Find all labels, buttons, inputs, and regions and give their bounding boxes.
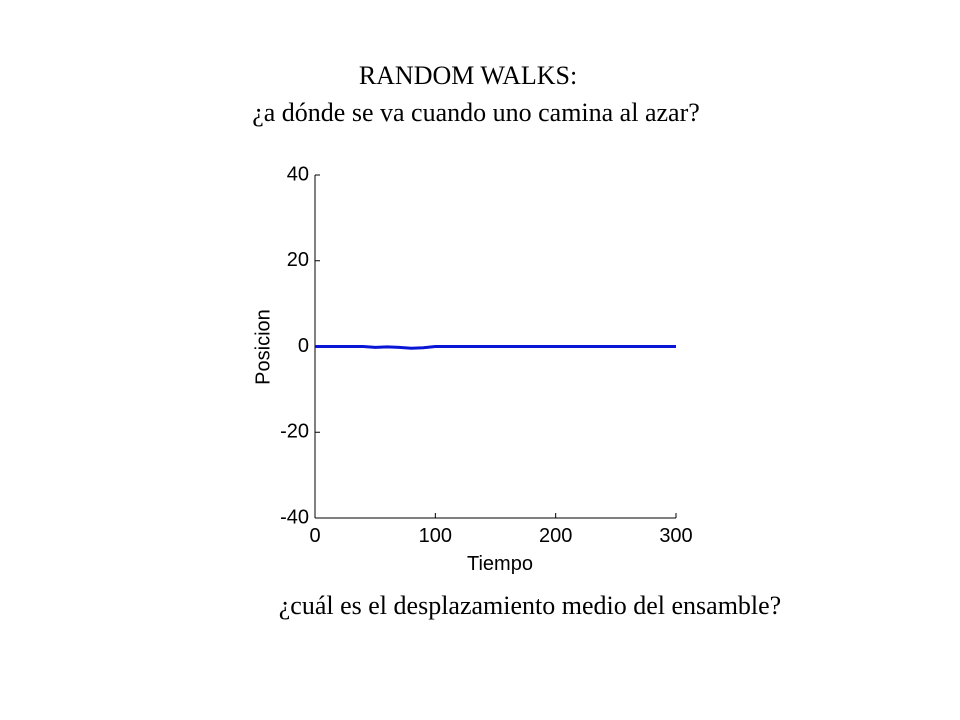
subtitle: ¿a dónde se va cuando uno camina al azar… <box>252 98 700 127</box>
y-tick-label: 0 <box>298 335 309 357</box>
y-tick-label: -20 <box>280 421 309 443</box>
series-line <box>315 345 676 350</box>
y-tick-label: 40 <box>287 163 309 185</box>
title: RANDOM WALKS: <box>359 61 577 90</box>
x-tick-label: 100 <box>419 525 452 547</box>
x-axis-label: Tiempo <box>467 553 533 575</box>
x-tick-label: 0 <box>309 525 320 547</box>
y-tick-label: -40 <box>280 506 309 528</box>
y-tick-label: 20 <box>287 249 309 271</box>
question: ¿cuál es el desplazamiento medio del ens… <box>279 591 781 620</box>
y-axis-label: Posicion <box>252 309 274 385</box>
x-tick-label: 200 <box>539 525 572 547</box>
x-tick-label: 300 <box>659 525 692 547</box>
